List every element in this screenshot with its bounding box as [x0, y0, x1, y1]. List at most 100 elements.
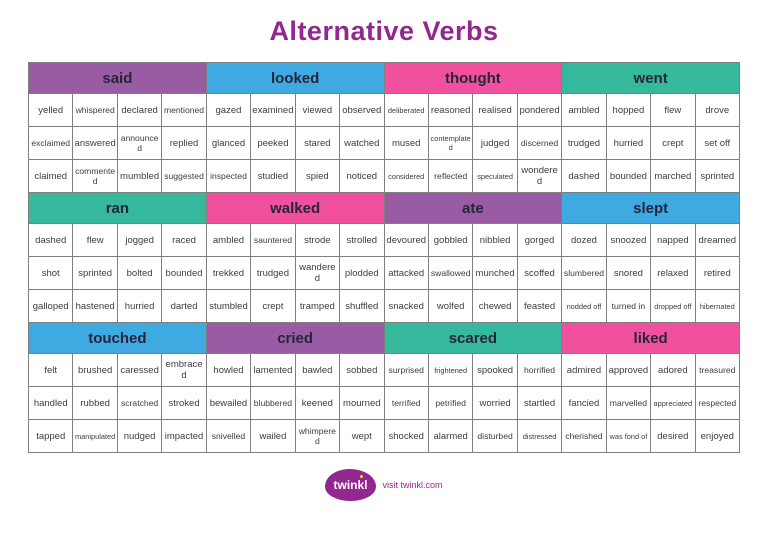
verb-cell-hastened: hastened	[72, 289, 118, 323]
verb-cell-munched: munched	[472, 256, 518, 290]
verb-cell-trudged: trudged	[250, 256, 296, 290]
category-header-scared: scared	[383, 322, 563, 354]
verb-cell-nodded-off: nodded off	[561, 289, 607, 323]
verbs-table-body: said looked thought went yelled whispered decl…	[27, 62, 741, 453]
verb-cell-marvelled: marvelled	[605, 386, 652, 420]
verb-cell-judged: judged	[472, 126, 518, 160]
category-header-ran: ran	[28, 192, 207, 224]
visit-link-text: visit twinkl.com	[382, 480, 443, 490]
verb-cell-snacked: snacked	[383, 289, 429, 323]
verb-cell-scoffed: scoffed	[516, 256, 563, 290]
verb-cell-disturbed: disturbed	[472, 419, 518, 453]
verb-cell-suggested: suggested	[161, 159, 207, 193]
verb-row: exclaimed answered announced replied glanced…	[27, 126, 741, 160]
verb-cell-devoured: devoured	[383, 223, 429, 257]
category-header-liked: liked	[561, 322, 740, 354]
verb-cell-hopped: hopped	[605, 93, 652, 127]
verb-cell-strolled: strolled	[339, 223, 385, 257]
verb-cell-viewed: viewed	[294, 93, 341, 127]
verb-cell-caressed: caressed	[116, 353, 163, 387]
page-title: Alternative Verbs	[269, 16, 499, 46]
verb-cell-turned-in: turned in	[605, 289, 652, 323]
verb-cell-peeked: peeked	[250, 126, 296, 160]
verb-cell-gobbled: gobbled	[427, 223, 474, 257]
verb-cell-dozed: dozed	[561, 223, 607, 257]
verb-cell-shocked: shocked	[383, 419, 429, 453]
verb-cell-shot: shot	[27, 256, 74, 290]
verb-cell-trudged: trudged	[561, 126, 607, 160]
verb-cell-horrified: horrified	[516, 353, 563, 387]
verb-cell-observed: observed	[339, 93, 385, 127]
verb-cell-discerned: discerned	[516, 126, 563, 160]
verb-row: yelled whispered declared mentioned gazed exa…	[27, 93, 741, 127]
verb-cell-mentioned: mentioned	[161, 93, 207, 127]
verb-cell-mourned: mourned	[339, 386, 385, 420]
verb-row: shot sprinted bolted bounded trekked trudged w…	[27, 256, 741, 290]
verb-cell-watched: watched	[339, 126, 385, 160]
verb-cell-marched: marched	[650, 159, 696, 193]
verb-cell-nudged: nudged	[116, 419, 163, 453]
verb-cell-chewed: chewed	[472, 289, 518, 323]
verb-cell-ambled: ambled	[205, 223, 252, 257]
verb-cell-declared: declared	[116, 93, 163, 127]
verb-cell-snored: snored	[605, 256, 652, 290]
verb-cell-glanced: glanced	[205, 126, 252, 160]
verb-cell-petrified: petrified	[427, 386, 474, 420]
verb-cell-bounded: bounded	[161, 256, 207, 290]
verb-cell-examined: examined	[250, 93, 296, 127]
verb-row: felt brushed caressed embraced howled lamente…	[27, 353, 741, 387]
verb-cell-wandered: wandered	[294, 256, 341, 290]
verb-cell-trekked: trekked	[205, 256, 252, 290]
verb-cell-darted: darted	[161, 289, 207, 323]
verb-cell-napped: napped	[650, 223, 696, 257]
verb-row: handled rubbed scratched stroked bewailed blu…	[27, 386, 741, 420]
verb-cell-dreamed: dreamed	[694, 223, 741, 257]
verb-cell-nibbled: nibbled	[472, 223, 518, 257]
verb-cell-rubbed: rubbed	[72, 386, 118, 420]
verb-cell-stumbled: stumbled	[205, 289, 252, 323]
verb-cell-frightened: frightened	[427, 353, 474, 387]
verb-cell-dashed: dashed	[561, 159, 607, 193]
verb-cell-fancied: fancied	[561, 386, 607, 420]
verb-cell-slumbered: slumbered	[561, 256, 607, 290]
verb-cell-snivelled: snivelled	[205, 419, 252, 453]
verb-cell-tramped: tramped	[294, 289, 341, 323]
verb-cell-speculated: speculated	[472, 159, 518, 193]
verb-cell-hurried: hurried	[116, 289, 163, 323]
verb-cell-embraced: embraced	[161, 353, 207, 387]
verb-cell-wondered: wondered	[516, 159, 563, 193]
verb-cell-admired: admired	[561, 353, 607, 387]
verb-cell-blubbered: blubbered	[250, 386, 296, 420]
verb-cell-pondered: pondered	[516, 93, 563, 127]
verb-cell-impacted: impacted	[161, 419, 207, 453]
verb-cell-bawled: bawled	[294, 353, 341, 387]
verb-cell-worried: worried	[472, 386, 518, 420]
verb-cell-tapped: tapped	[27, 419, 74, 453]
verb-cell-cherished: cherished	[561, 419, 607, 453]
verb-cell-bounded: bounded	[605, 159, 652, 193]
verb-cell-sauntered: sauntered	[250, 223, 296, 257]
alternative-verbs-table: said looked thought went yelled whispered decl…	[27, 62, 741, 453]
verb-cell-hurried: hurried	[605, 126, 652, 160]
verb-cell-wailed: wailed	[250, 419, 296, 453]
verb-cell-distressed: distressed	[516, 419, 563, 453]
verb-cell-respected: respected	[694, 386, 741, 420]
verb-cell-dropped-off: dropped off	[650, 289, 696, 323]
verb-cell-desired: desired	[650, 419, 696, 453]
verb-cell-galloped: galloped	[27, 289, 74, 323]
verb-cell-shuffled: shuffled	[339, 289, 385, 323]
verb-cell-gazed: gazed	[205, 93, 252, 127]
verb-cell-mumbled: mumbled	[116, 159, 163, 193]
verb-cell-yelled: yelled	[27, 93, 74, 127]
worksheet-page: Alternative Verbs said looked thought went y…	[27, 16, 741, 501]
category-header-row: ran walked ate slept	[28, 192, 740, 224]
logo-dot-icon	[359, 475, 363, 478]
verb-cell-feasted: feasted	[516, 289, 563, 323]
verb-cell-contemplated: contemplated	[427, 126, 474, 160]
verb-cell-attacked: attacked	[383, 256, 429, 290]
verb-cell-flew: flew	[650, 93, 696, 127]
verb-cell-drove: drove	[694, 93, 741, 127]
twinkl-logo-text: twinkl	[333, 478, 368, 492]
verb-cell-relaxed: relaxed	[650, 256, 696, 290]
verb-cell-spied: spied	[294, 159, 341, 193]
